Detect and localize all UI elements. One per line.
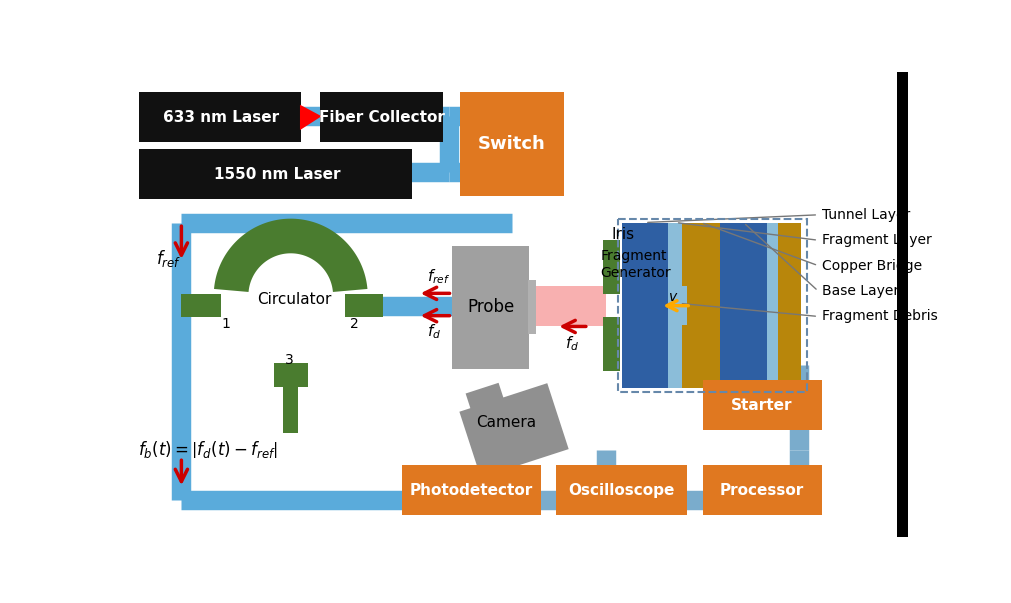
Text: Fragment Layer: Fragment Layer [821, 233, 931, 247]
Text: v: v [668, 290, 676, 304]
Bar [702, 380, 821, 431]
Polygon shape [299, 105, 321, 130]
Text: Processor: Processor [719, 483, 804, 498]
Text: Fragment Debris: Fragment Debris [821, 309, 937, 323]
Text: 1: 1 [221, 317, 231, 331]
Bar [139, 92, 300, 142]
Text: $f_{ref}$: $f_{ref}$ [156, 248, 181, 269]
Text: Circulator: Circulator [257, 292, 332, 307]
Text: Base Layer: Base Layer [821, 284, 898, 298]
Polygon shape [213, 219, 367, 292]
Bar [528, 280, 535, 334]
Bar [283, 387, 298, 433]
Bar [618, 219, 806, 392]
Bar [452, 245, 529, 369]
Bar [602, 240, 619, 294]
Text: 3: 3 [284, 353, 293, 367]
Bar [460, 92, 563, 195]
Bar [345, 294, 383, 317]
Text: Iris: Iris [611, 227, 634, 242]
Text: Fragment
Generator: Fragment Generator [600, 250, 670, 280]
Bar [897, 72, 908, 537]
Bar [181, 294, 219, 317]
Bar [602, 317, 619, 371]
Text: Switch: Switch [477, 135, 545, 153]
Text: Tunnel Layer: Tunnel Layer [821, 208, 909, 222]
Text: $f_d$: $f_d$ [427, 323, 441, 341]
Bar [702, 465, 821, 515]
Text: Photodetector: Photodetector [409, 483, 533, 498]
Bar [667, 223, 681, 388]
Bar [720, 223, 766, 388]
Bar [139, 150, 411, 200]
Text: Probe: Probe [467, 298, 514, 316]
Text: $f_{ref}$: $f_{ref}$ [427, 268, 450, 286]
Bar [319, 92, 443, 142]
Bar [777, 223, 801, 388]
Bar [459, 383, 568, 478]
Bar [402, 465, 541, 515]
Text: Fiber Collector: Fiber Collector [318, 110, 444, 125]
Bar [556, 465, 686, 515]
Text: Starter: Starter [731, 398, 792, 413]
Bar [766, 223, 777, 388]
Text: Copper Bridge: Copper Bridge [821, 259, 921, 273]
Bar [621, 223, 667, 388]
Text: $f_d$: $f_d$ [564, 334, 578, 353]
Bar [681, 223, 720, 388]
Text: 633 nm Laser: 633 nm Laser [163, 110, 279, 125]
Text: Camera: Camera [476, 415, 536, 430]
Bar [465, 383, 504, 412]
Text: Oscilloscope: Oscilloscope [568, 483, 674, 498]
Bar [212, 294, 221, 317]
Text: $f_b(t)=\left|f_d(t)-f_{ref}\right|$: $f_b(t)=\left|f_d(t)-f_{ref}\right|$ [139, 439, 278, 460]
Bar [529, 286, 606, 326]
Bar [671, 286, 686, 325]
Bar [274, 364, 307, 387]
Text: 2: 2 [350, 317, 359, 331]
Text: 1550 nm Laser: 1550 nm Laser [214, 167, 341, 182]
